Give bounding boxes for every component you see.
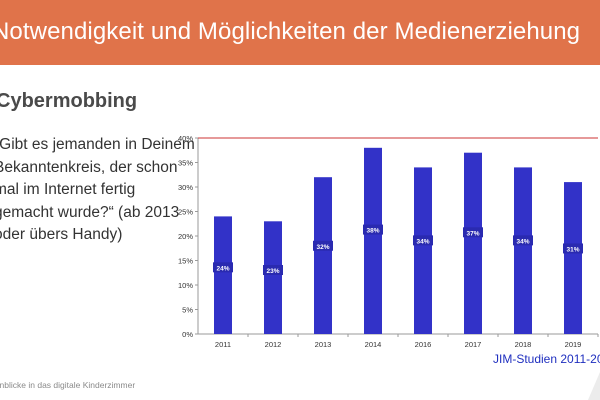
- value-label-bg: [313, 240, 333, 251]
- value-label-bg: [463, 227, 483, 238]
- value-label: 32%: [316, 244, 329, 251]
- value-label: 34%: [516, 238, 529, 245]
- value-label-bg: [413, 235, 433, 246]
- value-label: 37%: [466, 230, 479, 237]
- x-tick-label: 2012: [265, 340, 282, 349]
- slide-title: Notwendigkeit und Möglichkeiten der Medi…: [0, 18, 581, 45]
- decorative-corner: [588, 372, 600, 400]
- x-tick-label: 2019: [565, 340, 582, 349]
- y-tick-label: 15%: [178, 257, 193, 266]
- question-line: „Gibt es jemanden in Deinem: [0, 136, 195, 153]
- value-label-bg: [213, 262, 233, 273]
- value-label-bg: [563, 243, 583, 254]
- y-tick-label: 0%: [182, 330, 193, 339]
- y-tick-label: 30%: [178, 183, 193, 192]
- question-line: gemacht wurde?“ (ab 2013: [0, 203, 180, 221]
- x-tick-label: 2018: [515, 340, 532, 349]
- value-label-bg: [513, 235, 533, 246]
- value-label: 23%: [266, 268, 279, 275]
- value-label: 34%: [416, 238, 429, 245]
- bar: [314, 177, 332, 334]
- value-label: 31%: [566, 246, 579, 253]
- bar: [414, 167, 432, 334]
- y-tick-label: 20%: [178, 232, 193, 241]
- bar: [514, 167, 532, 334]
- value-label-bg: [263, 265, 283, 276]
- value-label: 24%: [216, 265, 229, 272]
- question-line: oder übers Handy): [0, 226, 123, 243]
- slide-subtitle: Cybermobbing: [0, 90, 138, 112]
- value-label-bg: [363, 224, 383, 235]
- bar: [564, 182, 582, 334]
- y-tick-label: 5%: [182, 306, 193, 315]
- y-tick-label: 40%: [178, 134, 193, 143]
- bar: [214, 216, 232, 334]
- bar-chart: 0% 5% 10% 15% 20% 25% 30% 35% 40% 24% 2011 23% 2012 3…: [178, 134, 599, 349]
- bar: [264, 221, 282, 334]
- x-tick-label: 2016: [415, 340, 432, 349]
- source-caption: JIM-Studien 2011-2019: [493, 352, 600, 366]
- value-label: 38%: [366, 228, 379, 235]
- x-tick-label: 2017: [465, 340, 482, 349]
- footer-text: Einblicke in das digitale Kinderzimmer: [0, 380, 136, 390]
- x-tick-label: 2011: [215, 340, 231, 349]
- x-tick-label: 2014: [365, 340, 382, 349]
- x-tick-label: 2013: [315, 340, 332, 349]
- header-bar: Notwendigkeit und Möglichkeiten der Medi…: [0, 0, 600, 65]
- y-tick-label: 10%: [178, 281, 193, 290]
- bar: [464, 152, 482, 334]
- question-line: Bekanntenkreis, der schon: [0, 158, 178, 176]
- bar: [364, 147, 382, 334]
- question-line: mal im Internet fertig: [0, 181, 136, 198]
- question-text: „Gibt es jemanden in Deinem Bekanntenkre…: [0, 134, 195, 247]
- y-tick-label: 35%: [178, 159, 193, 168]
- y-tick-label: 25%: [178, 208, 193, 217]
